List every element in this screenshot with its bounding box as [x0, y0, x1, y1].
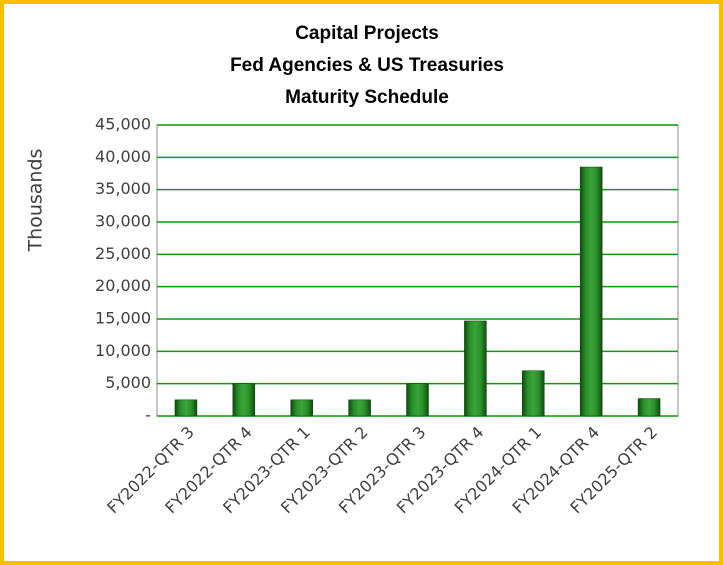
chart-title: Fed Agencies & US Treasuries [230, 55, 504, 76]
y-axis-label: Thousands [25, 149, 47, 253]
y-tick-label: - [145, 406, 151, 425]
y-tick-label: 40,000 [95, 147, 151, 166]
y-tick-label: 20,000 [95, 276, 151, 295]
y-tick-label: 5,000 [105, 373, 151, 392]
bar [348, 399, 371, 417]
bar [579, 166, 603, 417]
bar [174, 399, 198, 417]
y-tick-label: 25,000 [95, 244, 151, 263]
y-tick-label: 30,000 [95, 212, 151, 231]
y-tick-label: 45,000 [95, 115, 151, 134]
y-tick-label: 15,000 [95, 309, 151, 328]
bar [406, 383, 429, 417]
bar [637, 398, 661, 417]
bar [290, 399, 313, 417]
y-tick-label: 35,000 [95, 179, 151, 198]
bar [232, 383, 256, 417]
bar [522, 370, 545, 417]
y-tick-label: 10,000 [95, 341, 151, 360]
chart-title: Maturity Schedule [285, 87, 449, 108]
chart-title: Capital Projects [295, 23, 439, 44]
bar [464, 320, 487, 417]
